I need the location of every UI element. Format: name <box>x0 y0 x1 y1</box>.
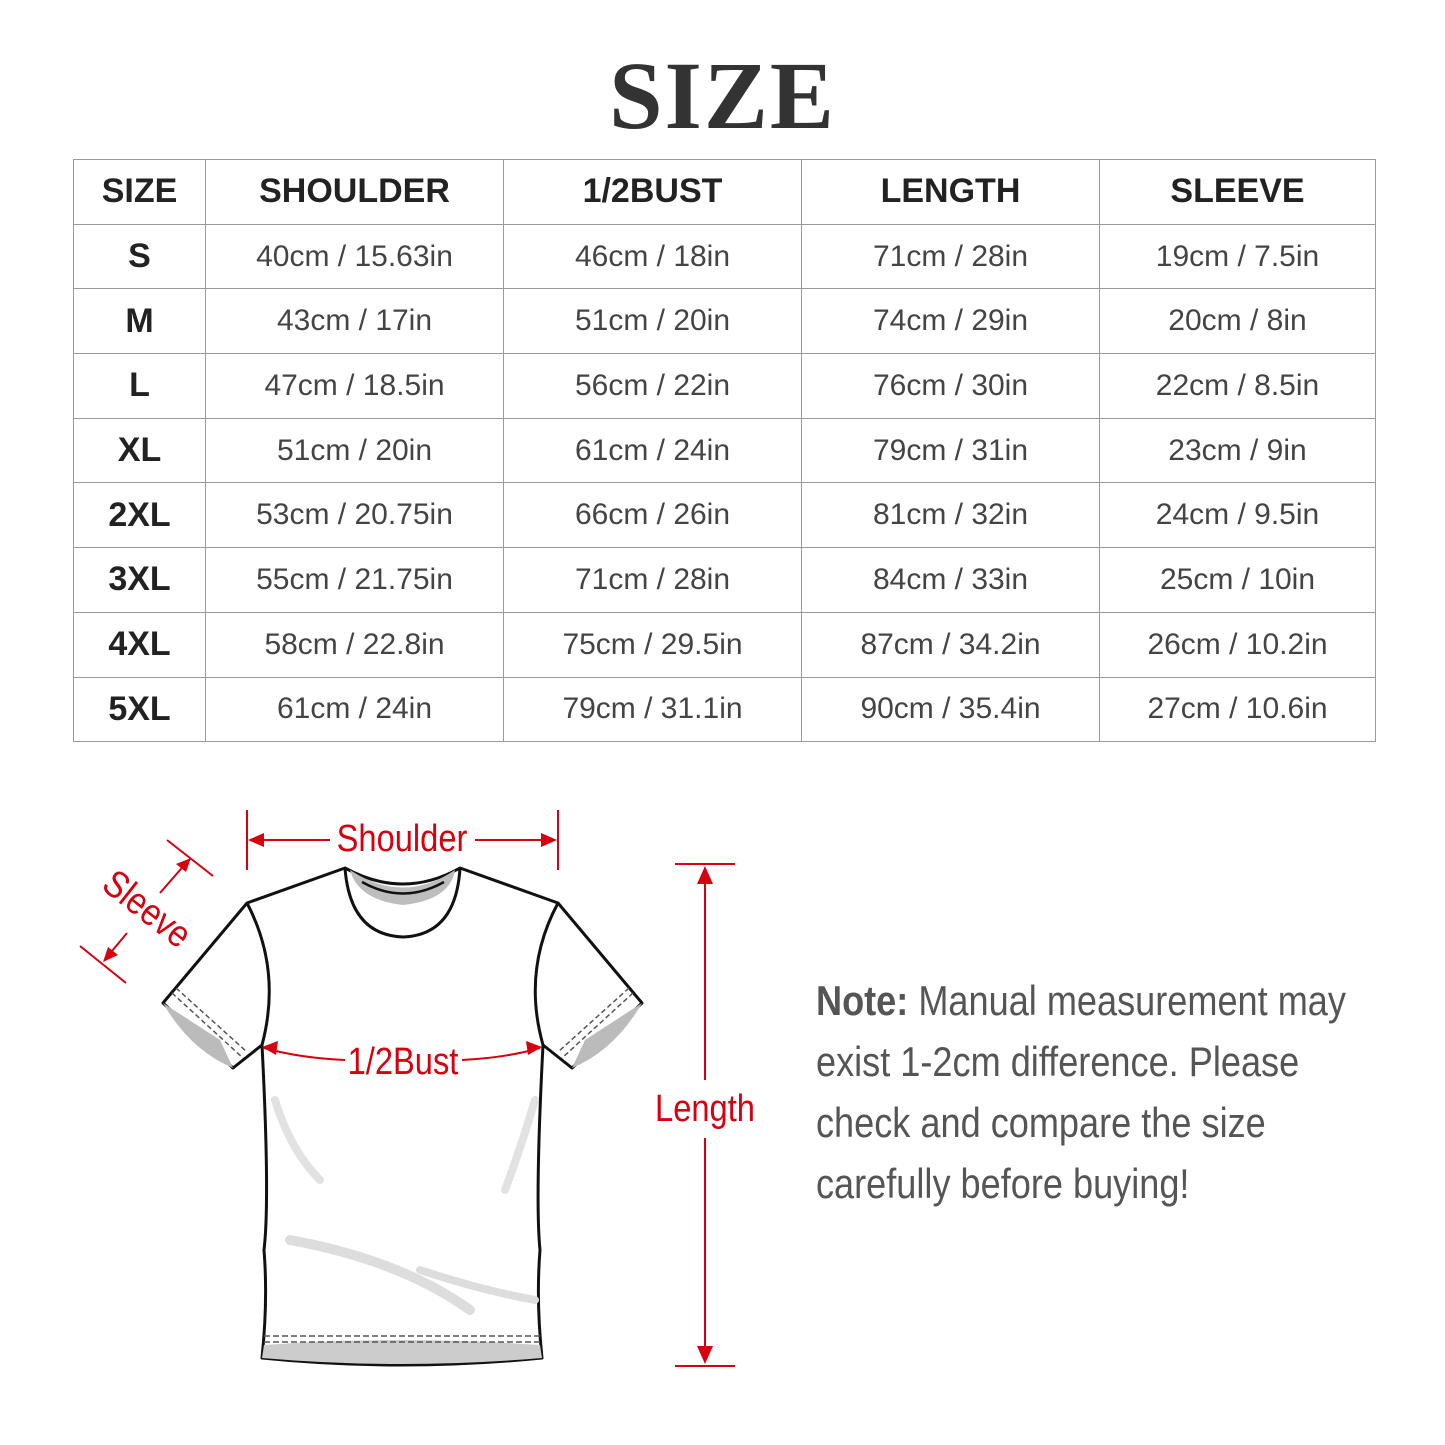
cell-bust: 56cm / 22in <box>503 353 802 419</box>
cell-size: 4XL <box>73 611 206 678</box>
cell-bust: 66cm / 26in <box>503 482 802 549</box>
cell-bust: 46cm / 18in <box>503 223 802 290</box>
cell-length: 71cm / 28in <box>801 223 1100 290</box>
table-row: 3XL 55cm / 21.75in 71cm / 28in 84cm / 33in 2… <box>73 547 1376 613</box>
header-size: SIZE <box>73 159 206 225</box>
arrow-left-icon <box>248 833 264 847</box>
cell-shoulder: 55cm / 21.75in <box>205 547 504 613</box>
length-label: Length <box>655 1087 755 1130</box>
cell-length: 76cm / 30in <box>801 353 1100 419</box>
header-bust: 1/2BUST <box>503 159 802 225</box>
cell-size: 5XL <box>73 676 206 743</box>
cell-bust: 61cm / 24in <box>503 417 802 484</box>
measurement-lines <box>79 810 735 1367</box>
cell-size: M <box>73 288 206 355</box>
cell-sleeve: 20cm / 8in <box>1099 288 1376 355</box>
cell-shoulder: 58cm / 22.8in <box>205 611 504 678</box>
cell-bust: 79cm / 31.1in <box>503 676 802 743</box>
shoulder-label: Shoulder <box>337 817 468 860</box>
tshirt-illustration <box>161 866 644 1367</box>
cell-bust: 51cm / 20in <box>503 288 802 355</box>
cell-shoulder: 40cm / 15.63in <box>205 223 504 290</box>
cell-sleeve: 19cm / 7.5in <box>1099 223 1376 290</box>
cell-length: 79cm / 31in <box>801 417 1100 484</box>
cell-shoulder: 61cm / 24in <box>205 676 504 743</box>
cell-shoulder: 53cm / 20.75in <box>205 482 504 549</box>
table-row: 2XL 53cm / 20.75in 66cm / 26in 81cm / 32in 2… <box>73 482 1376 549</box>
cell-size: S <box>73 223 206 290</box>
cell-sleeve: 25cm / 10in <box>1099 547 1376 613</box>
cell-length: 84cm / 33in <box>801 547 1100 613</box>
cell-length: 81cm / 32in <box>801 482 1100 549</box>
sleeve-label: Sleeve <box>95 861 200 956</box>
cell-shoulder: 43cm / 17in <box>205 288 504 355</box>
cell-shoulder: 51cm / 20in <box>205 417 504 484</box>
cell-size: 2XL <box>73 482 206 549</box>
table-row: XL 51cm / 20in 61cm / 24in 79cm / 31in 23cm … <box>73 417 1376 484</box>
size-table: SIZE SHOULDER 1/2BUST LENGTH SLEEVE S 40c… <box>73 159 1376 743</box>
note-text: Note: Manual measurement may exist 1-2cm… <box>816 970 1401 1214</box>
header-sleeve: SLEEVE <box>1099 159 1376 225</box>
table-row: L 47cm / 18.5in 56cm / 22in 76cm / 30in 22cm… <box>73 353 1376 419</box>
cell-size: 3XL <box>73 547 206 613</box>
header-length: LENGTH <box>801 159 1100 225</box>
table-row: 5XL 61cm / 24in 79cm / 31.1in 90cm / 35.4in… <box>73 676 1376 743</box>
arrow-right-icon <box>541 833 557 847</box>
note-body: Manual measurement may exist 1-2cm diffe… <box>816 977 1346 1207</box>
page-title: SIZE <box>609 42 836 149</box>
cell-sleeve: 24cm / 9.5in <box>1099 482 1376 549</box>
cell-bust: 75cm / 29.5in <box>503 611 802 678</box>
cell-sleeve: 22cm / 8.5in <box>1099 353 1376 419</box>
table-header-row: SIZE SHOULDER 1/2BUST LENGTH SLEEVE <box>73 159 1376 225</box>
cell-size: XL <box>73 417 206 484</box>
cell-size: L <box>73 353 206 419</box>
cell-length: 74cm / 29in <box>801 288 1100 355</box>
cell-sleeve: 27cm / 10.6in <box>1099 676 1376 743</box>
table-row: M 43cm / 17in 51cm / 20in 74cm / 29in 20cm /… <box>73 288 1376 355</box>
bust-label: 1/2Bust <box>348 1040 459 1083</box>
note-label: Note: <box>816 977 909 1024</box>
cell-sleeve: 23cm / 9in <box>1099 417 1376 484</box>
cell-length: 90cm / 35.4in <box>801 676 1100 743</box>
cell-shoulder: 47cm / 18.5in <box>205 353 504 419</box>
cell-bust: 71cm / 28in <box>503 547 802 613</box>
table-row: S 40cm / 15.63in 46cm / 18in 71cm / 28in 19c… <box>73 223 1376 290</box>
cell-sleeve: 26cm / 10.2in <box>1099 611 1376 678</box>
